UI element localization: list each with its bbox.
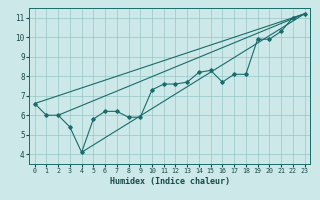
X-axis label: Humidex (Indice chaleur): Humidex (Indice chaleur): [109, 177, 229, 186]
